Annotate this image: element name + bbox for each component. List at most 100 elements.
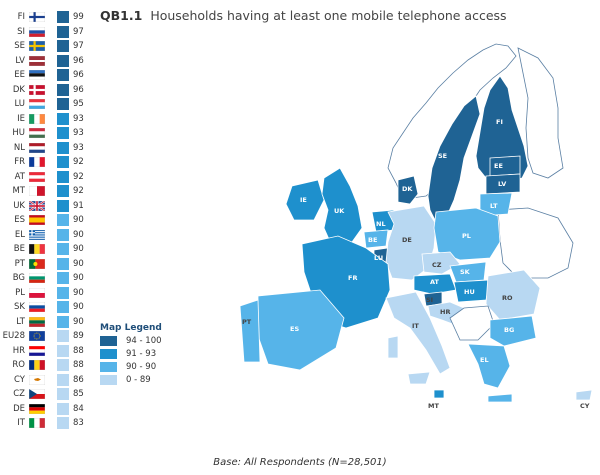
- country-value: 88: [73, 345, 84, 356]
- legend-title: Map Legend: [100, 323, 162, 333]
- lt-flag-icon: [28, 316, 46, 327]
- region-by-ua: [497, 207, 574, 279]
- map-label-cz: CZ: [432, 261, 442, 269]
- map-label-pl: PL: [462, 232, 471, 240]
- country-row-ie: IE 93: [0, 112, 92, 126]
- country-row-dk: DK 96: [0, 83, 92, 97]
- country-it: [385, 291, 451, 375]
- be-flag-icon: [28, 243, 46, 255]
- value-swatch: [57, 272, 69, 284]
- value-swatch: [57, 83, 69, 96]
- country-lv: [485, 173, 521, 195]
- country-row-mt: MT 92: [0, 184, 92, 198]
- crete-island: [487, 393, 513, 403]
- country-value: 90: [73, 287, 84, 298]
- country-code: LT: [16, 316, 25, 327]
- country-value: 96: [73, 70, 84, 80]
- country-code: FI: [17, 12, 25, 22]
- map-label-pt: PT: [242, 318, 252, 326]
- legend-swatch: [100, 375, 117, 385]
- fi-flag-icon: [28, 11, 46, 23]
- value-swatch: [57, 301, 69, 313]
- hu-flag-icon: [28, 127, 46, 139]
- map-label-it: IT: [412, 322, 419, 330]
- country-value: 96: [73, 55, 84, 66]
- country-code: SE: [14, 41, 25, 51]
- it-flag-icon: [28, 417, 46, 429]
- country-value: 86: [73, 374, 84, 385]
- legend-item: 0 - 89: [100, 375, 162, 387]
- country-value: 97: [73, 41, 84, 51]
- country-value: 99: [73, 12, 84, 22]
- country-row-se: SE 97: [0, 39, 92, 53]
- country-code: PT: [14, 258, 25, 269]
- map-label-de: DE: [402, 236, 412, 244]
- country-code: EU28: [2, 331, 25, 341]
- country-row-si: SI 97: [0, 25, 92, 39]
- country-code: LU: [14, 99, 25, 109]
- map-label-bg: BG: [504, 326, 514, 334]
- country-row-cz: CZ 85: [0, 387, 92, 401]
- country-value: 83: [73, 418, 84, 428]
- country-code: EE: [14, 70, 25, 80]
- map-label-el: EL: [480, 356, 489, 364]
- legend-swatch: [100, 336, 117, 346]
- value-swatch: [57, 40, 69, 52]
- value-swatch: [57, 199, 69, 212]
- map-label-lv: LV: [498, 180, 506, 188]
- de-flag-icon: [28, 403, 46, 414]
- country-code: CY: [14, 374, 25, 385]
- cz-flag-icon: [28, 388, 46, 400]
- country-row-be: BE 90: [0, 242, 92, 256]
- se-flag-icon: [28, 40, 46, 52]
- country-value: 97: [73, 26, 84, 37]
- country-code: IT: [17, 418, 25, 428]
- country-code: EL: [14, 229, 25, 240]
- value-swatch: [57, 112, 69, 125]
- es-flag-icon: [28, 214, 46, 226]
- country-value: 90: [73, 302, 84, 312]
- country-row-sk: SK 90: [0, 300, 92, 314]
- country-dk: [397, 175, 419, 205]
- legend-label: 91 - 93: [126, 349, 157, 359]
- value-swatch: [57, 156, 69, 168]
- country-row-de: DE 84: [0, 402, 92, 416]
- country-value: 93: [73, 113, 84, 124]
- si-flag-icon: [28, 26, 46, 37]
- country-code: DK: [12, 84, 25, 95]
- map-label-hr: HR: [440, 308, 450, 316]
- country-value: 89: [73, 331, 84, 341]
- country-row-hr: HR 88: [0, 344, 92, 358]
- ee-flag-icon: [28, 69, 46, 81]
- legend-item: 90 - 90: [100, 362, 162, 374]
- lu-flag-icon: [28, 98, 46, 110]
- value-swatch: [57, 373, 69, 386]
- nl-flag-icon: [28, 142, 46, 153]
- country-row-at: AT 92: [0, 170, 92, 184]
- map-label-ie: IE: [300, 196, 307, 204]
- map-label-nl: NL: [376, 220, 386, 228]
- mt-flag-icon: [28, 185, 46, 197]
- legend-label: 94 - 100: [126, 336, 162, 346]
- country-code: HU: [12, 128, 25, 138]
- sardinia-island: [387, 335, 399, 359]
- legend-swatch: [100, 362, 117, 372]
- value-swatch: [57, 315, 69, 328]
- country-code: SI: [17, 26, 25, 37]
- country-row-it: IT 83: [0, 416, 92, 430]
- map-label-be: BE: [368, 236, 377, 244]
- country-code: ES: [14, 215, 25, 225]
- country-row-cy: CY 86: [0, 373, 92, 387]
- country-row-pt: PT 90: [0, 257, 92, 271]
- country-row-fr: FR 92: [0, 155, 92, 169]
- country-row-eu28: EU28 89: [0, 329, 92, 343]
- map-label-lu: LU: [374, 254, 383, 262]
- country-row-bg: BG 90: [0, 271, 92, 285]
- map-label-lt: LT: [490, 202, 498, 210]
- country-code: BG: [12, 273, 25, 283]
- country-row-fi: FI 99: [0, 10, 92, 24]
- country-code: RO: [12, 360, 25, 370]
- region-ru: [517, 47, 564, 179]
- country-code: SK: [14, 302, 25, 312]
- country-value: 90: [73, 316, 84, 327]
